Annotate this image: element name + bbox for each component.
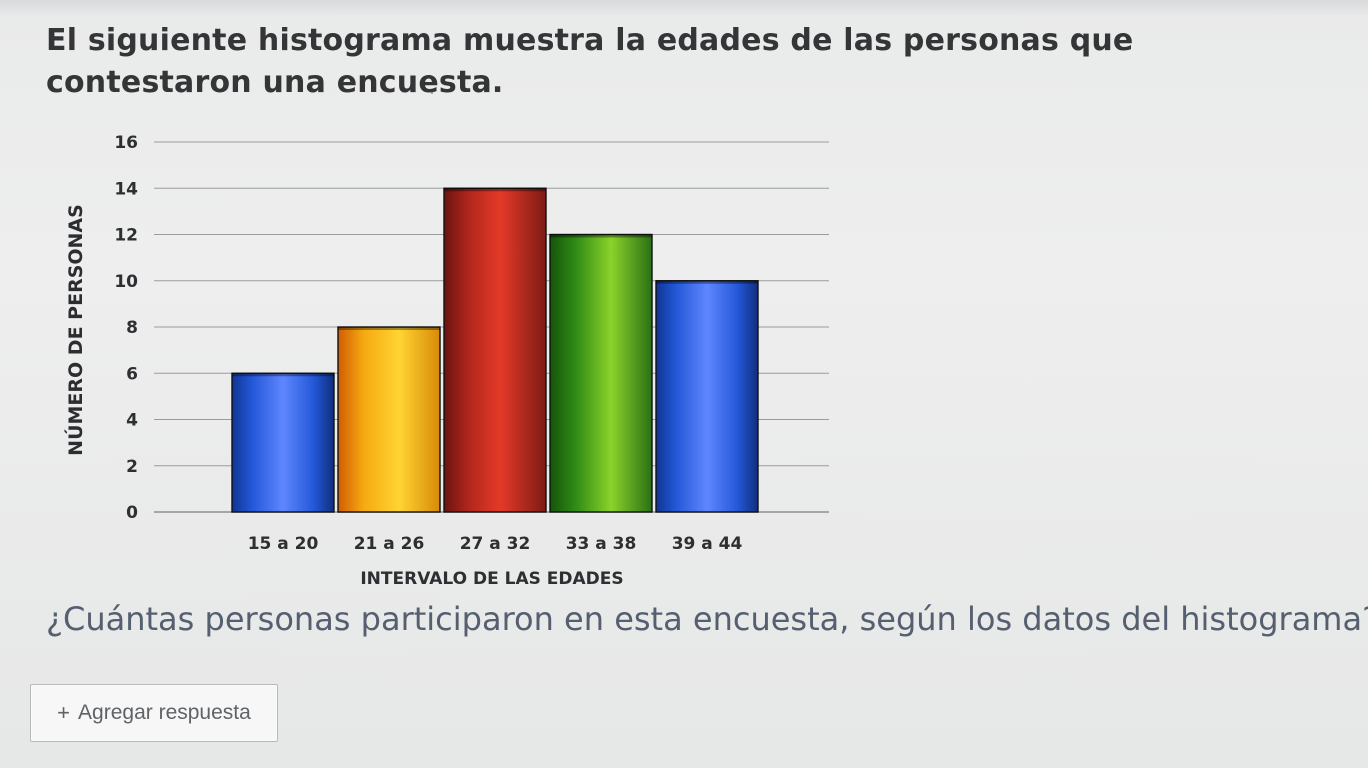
x-tick-label: 27 a 32 [460,534,531,554]
histogram-bar [337,326,441,513]
plus-icon: + [57,700,71,725]
bar-top-edge [550,234,652,238]
y-axis-label: NÚMERO DE PERSONAS [63,204,87,456]
y-tick-label: 4 [126,411,138,431]
bar-top-edge [656,280,758,284]
top-page-band [0,0,1368,16]
bar-top-edge [338,327,440,330]
y-tick-label: 12 [114,226,138,246]
add-answer-label: Agregar respuesta [78,701,251,724]
histogram-bar [231,372,335,513]
question-text: ¿Cuántas personas participaron en esta e… [46,600,1368,638]
histogram-bar [443,187,547,513]
add-answer-button[interactable]: + Agregar respuesta [30,684,278,742]
x-tick-label: 15 a 20 [248,534,319,554]
decorative-dot [431,92,433,94]
x-tick-label: 33 a 38 [566,534,637,554]
y-tick-label: 10 [114,272,138,292]
y-tick-label: 2 [126,457,138,477]
y-tick-label: 0 [126,503,138,523]
y-tick-label: 6 [126,364,138,384]
bar-top-edge [232,373,334,377]
x-axis-label: INTERVALO DE LAS EDADES [360,569,623,589]
intro-text: El siguiente histograma muestra la edade… [46,23,1134,100]
x-tick-label: 39 a 44 [672,534,743,554]
y-tick-label: 14 [114,179,138,199]
x-tick-label: 21 a 26 [354,534,425,554]
histogram-chart: 0 2 4 6 8 10 12 14 16 NÚMERO DE PERSONAS 15 a 20 21… [54,122,854,592]
bar-top-edge [444,188,546,192]
histogram-bar [655,280,759,513]
y-tick-label: 16 [114,133,138,153]
histogram-svg: 0 2 4 6 8 10 12 14 16 NÚMERO DE PERSONAS 15 a 20 21… [63,133,829,589]
y-tick-label: 8 [126,318,138,338]
histogram-bar [549,233,653,513]
